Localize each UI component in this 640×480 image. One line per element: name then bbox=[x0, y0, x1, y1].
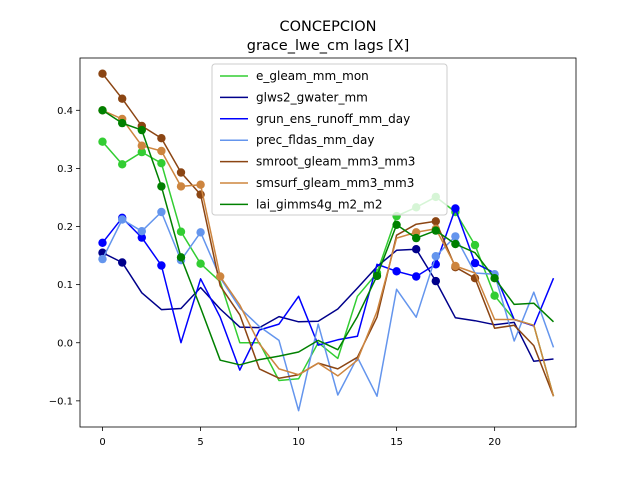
data-point bbox=[176, 168, 186, 177]
data-point bbox=[451, 232, 460, 241]
data-point bbox=[216, 272, 225, 281]
legend-entry: e_gleam_mm_mon bbox=[220, 69, 369, 83]
y-tick-label: 0.2 bbox=[57, 222, 73, 233]
series-glws2_gwater_mm bbox=[98, 245, 554, 363]
data-point bbox=[137, 125, 146, 135]
data-point bbox=[451, 204, 460, 213]
data-point bbox=[412, 228, 421, 237]
series-line bbox=[102, 109, 555, 366]
legend-entry: lai_gimms4g_m2_m2 bbox=[220, 197, 383, 211]
data-point bbox=[118, 258, 127, 267]
legend-entry: smroot_gleam_mm3_mm3 bbox=[220, 155, 415, 169]
data-point bbox=[176, 227, 186, 236]
data-point bbox=[196, 180, 205, 189]
y-tick-label: 0.0 bbox=[57, 338, 73, 349]
data-point bbox=[137, 141, 146, 150]
series-line bbox=[102, 248, 554, 363]
data-point bbox=[431, 252, 440, 261]
legend-label: lai_gimms4g_m2_m2 bbox=[256, 197, 383, 211]
data-point bbox=[412, 272, 421, 281]
data-point bbox=[451, 261, 460, 271]
plot-frame bbox=[79, 57, 577, 428]
series-line bbox=[102, 109, 555, 397]
x-tick-label: 20 bbox=[488, 437, 501, 448]
y-tick-label: −0.1 bbox=[49, 396, 73, 407]
data-point bbox=[176, 182, 186, 191]
data-point bbox=[470, 240, 480, 250]
data-point bbox=[372, 271, 382, 281]
x-tick-label: 5 bbox=[197, 437, 203, 448]
axes-layer: 0 5 10 15 20 −0.1 0.0 0.1 0.2 0.3 0.4 bbox=[49, 57, 577, 448]
x-tick-label: 15 bbox=[390, 437, 403, 448]
data-point bbox=[196, 259, 205, 268]
data-point bbox=[490, 291, 499, 300]
series-line bbox=[101, 141, 555, 397]
data-point bbox=[490, 274, 499, 283]
x-tick-label: 10 bbox=[292, 437, 305, 448]
data-point bbox=[98, 254, 107, 264]
legend-label: grun_ens_runoff_mm_day bbox=[256, 112, 410, 126]
legend-label: smsurf_gleam_mm3_mm3 bbox=[256, 176, 414, 190]
chart-title: CONCEPCION bbox=[279, 19, 376, 35]
data-point bbox=[98, 106, 107, 115]
data-point bbox=[157, 207, 166, 217]
data-point bbox=[98, 137, 107, 146]
legend-label: prec_fldas_mm_day bbox=[256, 133, 375, 147]
data-point bbox=[157, 261, 166, 270]
data-point bbox=[118, 94, 127, 103]
legend-label: e_gleam_mm_mon bbox=[256, 69, 369, 83]
data-point bbox=[137, 227, 146, 236]
data-point bbox=[451, 239, 460, 249]
data-point bbox=[392, 267, 401, 276]
series-line bbox=[101, 73, 555, 397]
data-point bbox=[196, 228, 205, 237]
data-point bbox=[431, 217, 440, 226]
data-point bbox=[431, 276, 440, 286]
y-tick-label: 0.1 bbox=[57, 280, 73, 291]
series-line bbox=[101, 211, 555, 412]
series-lai_gimms4g_m2_m2 bbox=[98, 106, 555, 366]
legend-box bbox=[211, 63, 448, 216]
data-point bbox=[431, 226, 440, 235]
legend-entry: glws2_gwater_mm bbox=[220, 90, 368, 104]
data-point bbox=[157, 134, 166, 143]
data-point bbox=[118, 160, 127, 169]
chart-subtitle: grace_lwe_cm lags [X] bbox=[247, 38, 410, 54]
data-point bbox=[98, 238, 107, 247]
data-point bbox=[470, 258, 480, 268]
data-point bbox=[118, 215, 127, 224]
data-point bbox=[98, 69, 107, 78]
data-point bbox=[157, 182, 166, 191]
data-point bbox=[157, 146, 166, 156]
data-point bbox=[392, 220, 401, 229]
data-point bbox=[412, 233, 421, 243]
legend-entry: grun_ens_runoff_mm_day bbox=[220, 112, 410, 126]
x-tick-label: 0 bbox=[99, 437, 105, 448]
legend-label: glws2_gwater_mm bbox=[256, 90, 368, 104]
data-point bbox=[137, 233, 146, 242]
series-e_gleam_mm_mon bbox=[98, 137, 555, 397]
data-point bbox=[157, 159, 166, 168]
y-tick-label: 0.4 bbox=[57, 106, 73, 117]
y-tick-label: 0.3 bbox=[57, 164, 73, 175]
series-layer bbox=[98, 69, 555, 412]
data-point bbox=[176, 253, 186, 262]
data-point bbox=[137, 147, 146, 157]
legend: e_gleam_mm_mon glws2_gwater_mm grun_ens_ru… bbox=[211, 63, 448, 216]
legend-label: smroot_gleam_mm3_mm3 bbox=[256, 155, 415, 169]
data-point bbox=[412, 245, 421, 254]
data-point bbox=[118, 118, 127, 128]
legend-entry: smsurf_gleam_mm3_mm3 bbox=[220, 176, 414, 190]
legend-entry: prec_fldas_mm_day bbox=[220, 133, 375, 147]
